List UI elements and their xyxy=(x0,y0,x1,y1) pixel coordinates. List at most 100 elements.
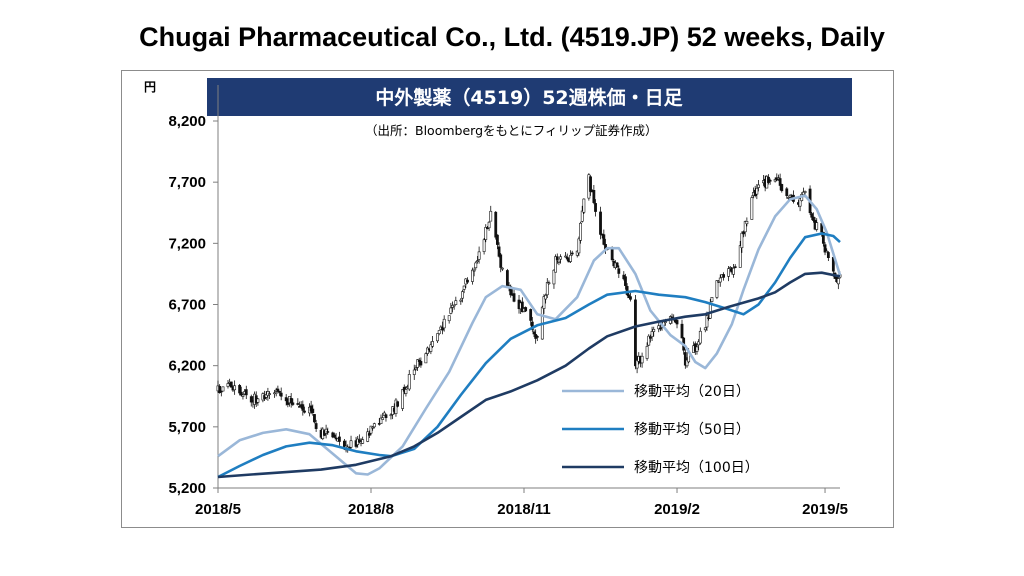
candle-body xyxy=(489,210,493,222)
candle-body xyxy=(487,221,491,229)
candle-body xyxy=(695,346,699,352)
candle-body xyxy=(372,423,376,428)
candle-body xyxy=(238,385,242,394)
candle-body xyxy=(649,336,652,339)
candle-body xyxy=(429,344,433,352)
candle-body xyxy=(416,359,419,368)
candle-body xyxy=(652,329,656,332)
candle-body xyxy=(557,260,561,263)
candle-body xyxy=(657,325,661,330)
candle-body xyxy=(535,336,539,338)
legend: 移動平均（20日） 移動平均（50日） 移動平均（100日） xyxy=(562,384,759,476)
candle-body xyxy=(278,391,281,393)
candle-body xyxy=(241,394,245,397)
y-tick-label: 5,700 xyxy=(168,419,206,436)
candle-body xyxy=(369,425,373,434)
candle-body xyxy=(625,286,629,295)
x-tick-label: 2018/8 xyxy=(348,501,394,518)
candle-body xyxy=(798,198,802,207)
source-note: （出所：Bloombergをもとにフィリップ証券作成） xyxy=(365,123,658,138)
x-tick-label: 2019/5 xyxy=(802,501,848,518)
candle-body xyxy=(554,256,558,273)
y-tick-label: 6,200 xyxy=(168,358,206,375)
y-tick-label: 6,700 xyxy=(168,297,206,314)
candle-body xyxy=(602,234,606,245)
candle-body xyxy=(745,221,749,225)
candle-body xyxy=(298,406,301,408)
candle-body xyxy=(624,276,627,286)
candle-body xyxy=(722,274,725,278)
candle-body xyxy=(634,299,637,367)
candle-body xyxy=(494,211,498,238)
candle-body xyxy=(675,320,679,325)
candle-body xyxy=(565,256,569,260)
candle-body xyxy=(727,268,730,277)
candle-body xyxy=(627,294,631,299)
candle-body xyxy=(580,210,584,222)
candle-body xyxy=(389,414,393,417)
ma100-line xyxy=(217,271,841,479)
candle-body xyxy=(366,431,370,442)
candle-body xyxy=(404,389,408,394)
candle-body xyxy=(836,278,840,285)
candle-body xyxy=(412,369,416,375)
candle-body xyxy=(683,352,687,366)
candle-body xyxy=(780,184,784,192)
candle-body xyxy=(381,417,385,420)
candle-body xyxy=(629,296,632,300)
candle-body xyxy=(750,197,754,220)
candle-body xyxy=(296,403,300,405)
candle-body xyxy=(505,270,509,287)
candle-body xyxy=(441,326,444,331)
candle-body xyxy=(249,396,253,403)
candle-body xyxy=(233,385,237,391)
candle-body xyxy=(484,227,488,240)
legend-label-ma50-line: 移動平均（50日） xyxy=(634,422,750,438)
candle-body xyxy=(579,222,582,241)
candle-body xyxy=(815,222,819,230)
banner-title: 中外製薬（4519）52週株価・日足 xyxy=(375,86,683,109)
candle-body xyxy=(497,246,501,257)
moving-average-lines xyxy=(217,194,842,479)
candle-body xyxy=(569,254,572,262)
candle-body xyxy=(349,440,353,448)
y-tick-label: 8,200 xyxy=(168,113,206,130)
x-tick-label: 2019/2 xyxy=(654,501,700,518)
candle-body xyxy=(512,293,516,302)
candle-body xyxy=(459,299,463,302)
legend-label-ma100-line: 移動平均（100日） xyxy=(634,460,759,476)
candle-body xyxy=(401,389,405,409)
candle-body xyxy=(708,303,712,319)
candle-body xyxy=(555,256,559,261)
candle-body xyxy=(472,269,476,272)
candle-body xyxy=(718,277,722,283)
candle-body xyxy=(742,231,745,235)
candle-body xyxy=(431,341,434,347)
candle-body xyxy=(466,279,469,283)
candle-body xyxy=(417,359,421,362)
candle-body xyxy=(529,309,533,321)
x-tick-label: 2018/11 xyxy=(497,501,550,518)
x-tick-label: 2018/5 xyxy=(195,501,241,518)
candle-body xyxy=(482,239,486,252)
legend-label-ma20-line: 移動平均（20日） xyxy=(634,384,750,400)
candle-body xyxy=(785,188,789,196)
candle-body xyxy=(823,244,827,253)
banner-background xyxy=(207,78,852,116)
candle-body xyxy=(474,262,478,269)
y-tick-label: 7,700 xyxy=(168,174,206,191)
candle-body xyxy=(384,414,388,418)
candle-body xyxy=(544,294,548,300)
candle-body xyxy=(743,221,747,233)
candle-body xyxy=(268,393,271,395)
candle-body xyxy=(703,327,707,331)
candle-body xyxy=(338,436,341,442)
chart-svg: 中外製薬（4519）52週株価・日足 （出所：Bloombergをもとにフィリッ… xyxy=(144,78,852,518)
candle-body xyxy=(768,179,772,182)
candle-body xyxy=(530,321,534,330)
candle-body xyxy=(462,285,466,290)
candle-body xyxy=(825,250,829,253)
candle-body xyxy=(442,318,446,329)
candle-body xyxy=(361,439,365,444)
candle-body xyxy=(803,191,807,193)
